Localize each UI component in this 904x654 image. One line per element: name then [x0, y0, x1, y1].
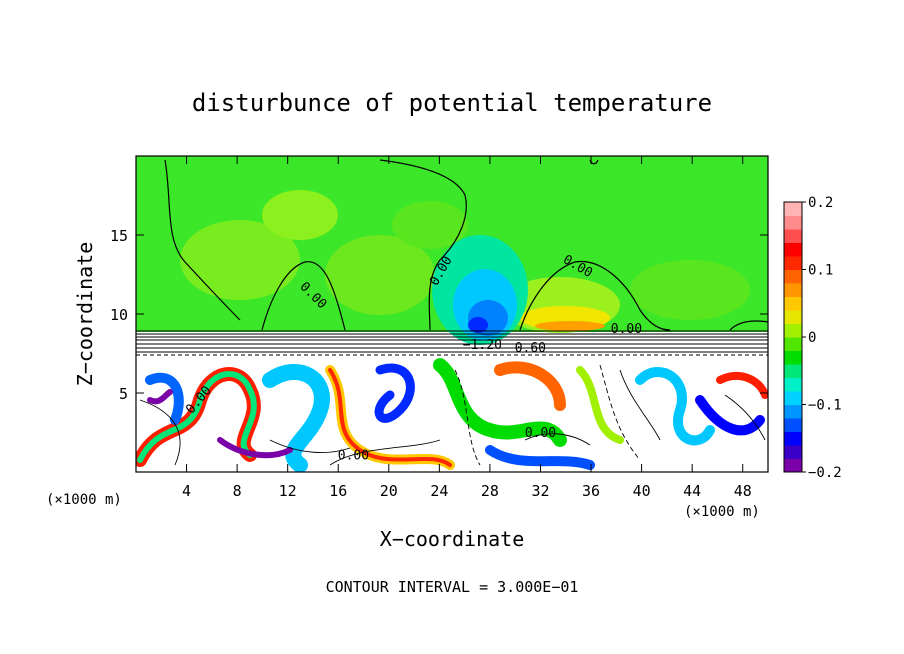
eddy-band [433, 358, 567, 447]
eddy-band [328, 368, 452, 467]
eddy-band [262, 363, 330, 472]
contour-line [379, 159, 467, 331]
colorbar-swatch [784, 377, 802, 392]
y-tick-label: 15 [110, 227, 128, 245]
x-unit-left: (×1000 m) [46, 492, 122, 508]
eddy-band [716, 372, 768, 399]
x-unit-right: (×1000 m) [684, 504, 760, 520]
contour-line [454, 369, 481, 466]
x-tick-label: 40 [633, 482, 651, 500]
eddy-band [485, 445, 595, 470]
y-tick-label: 10 [110, 306, 128, 324]
x-tick-label: 44 [683, 482, 701, 500]
field-patch [325, 235, 435, 315]
colorbar-swatch [784, 229, 802, 243]
eddy-band [576, 366, 624, 444]
field-patch [535, 321, 605, 331]
field-patch [630, 260, 750, 320]
contour-line [724, 394, 766, 441]
contour-label: −1.20 [463, 338, 502, 353]
contour-line [139, 399, 181, 466]
field-patch [180, 220, 300, 300]
y-axis-title: Z−coordinate [73, 242, 97, 387]
contour-line [164, 159, 241, 321]
colorbar-tick-label: 0 [808, 330, 816, 346]
x-tick-label: 4 [182, 482, 191, 500]
eddy-band [374, 363, 415, 423]
contour-label: 0.60 [515, 341, 546, 356]
colorbar-tick-label: 0.2 [808, 195, 833, 211]
colorbar-swatch [784, 458, 802, 473]
colorbar-swatch [784, 323, 802, 338]
field-patch [392, 201, 468, 249]
contour-line [599, 364, 641, 461]
colorbar-swatch [784, 350, 802, 365]
x-tick-label: 16 [329, 482, 347, 500]
colorbar-swatch [784, 431, 802, 446]
x-tick-label: 48 [734, 482, 752, 500]
contour-line [261, 261, 346, 331]
x-tick-label: 24 [430, 482, 448, 500]
eddy-band [695, 395, 765, 436]
colorbar-swatch [784, 202, 802, 216]
heatmap-plot-area [136, 156, 768, 472]
colorbar: 0.2 0.1 0 −0.1 −0.2 [783, 195, 842, 481]
contour-line [524, 433, 591, 446]
eddy-band [635, 367, 715, 446]
colorbar-swatch [784, 445, 802, 459]
contour-line [269, 439, 351, 453]
contour-line [729, 320, 768, 331]
contour-interval-note: CONTOUR INTERVAL = 3.000E−01 [326, 578, 579, 596]
colorbar-tick-label: −0.2 [808, 465, 842, 481]
upper-contours [164, 159, 768, 331]
field-patch [262, 190, 338, 240]
eddy-band [147, 389, 173, 405]
colorbar-swatch [784, 404, 802, 419]
colorbar-swatch [784, 391, 802, 405]
contour-label: 0.00 [338, 448, 369, 463]
eddy-band [217, 437, 293, 459]
x-tick-label: 8 [233, 482, 242, 500]
y-tick-label: 5 [119, 385, 128, 403]
x-tick-label: 28 [481, 482, 499, 500]
colorbar-swatch [784, 215, 802, 230]
contour-label: 0.00 [525, 426, 556, 441]
chart-title: disturbunce of potential temperature [192, 89, 712, 117]
eddy-band [137, 371, 257, 463]
colorbar-swatch [784, 418, 802, 432]
contour-line [619, 369, 661, 441]
x-tick-label: 12 [279, 482, 297, 500]
x-axis-title: X−coordinate [380, 527, 525, 551]
colorbar-swatch [784, 283, 802, 297]
contour-label: 0.00 [611, 322, 642, 337]
contour-line [519, 260, 671, 331]
turbulent-eddies [136, 358, 768, 472]
stable-layer-contours [136, 330, 768, 356]
lower-contours [139, 364, 766, 466]
eddy-band [494, 361, 566, 411]
colorbar-swatch [784, 269, 802, 284]
x-tick-label: 32 [531, 482, 549, 500]
eddy-band [145, 372, 184, 425]
colorbar-tick-label: −0.1 [808, 398, 842, 414]
colorbar-swatch [784, 256, 802, 270]
colorbar-tick-label: 0.1 [808, 263, 833, 279]
x-axis: 4 8 12 16 20 24 28 32 36 40 44 48 [182, 156, 752, 500]
colorbar-swatch [784, 242, 802, 257]
colorbar-swatch [784, 337, 802, 351]
y-axis: 5 10 15 [110, 227, 768, 403]
field-patch [468, 317, 488, 333]
x-tick-label: 36 [582, 482, 600, 500]
x-tick-label: 20 [380, 482, 398, 500]
colorbar-swatch [784, 364, 802, 378]
contour-line [329, 439, 441, 466]
colorbar-swatch [784, 310, 802, 324]
colorbar-swatch [784, 296, 802, 311]
